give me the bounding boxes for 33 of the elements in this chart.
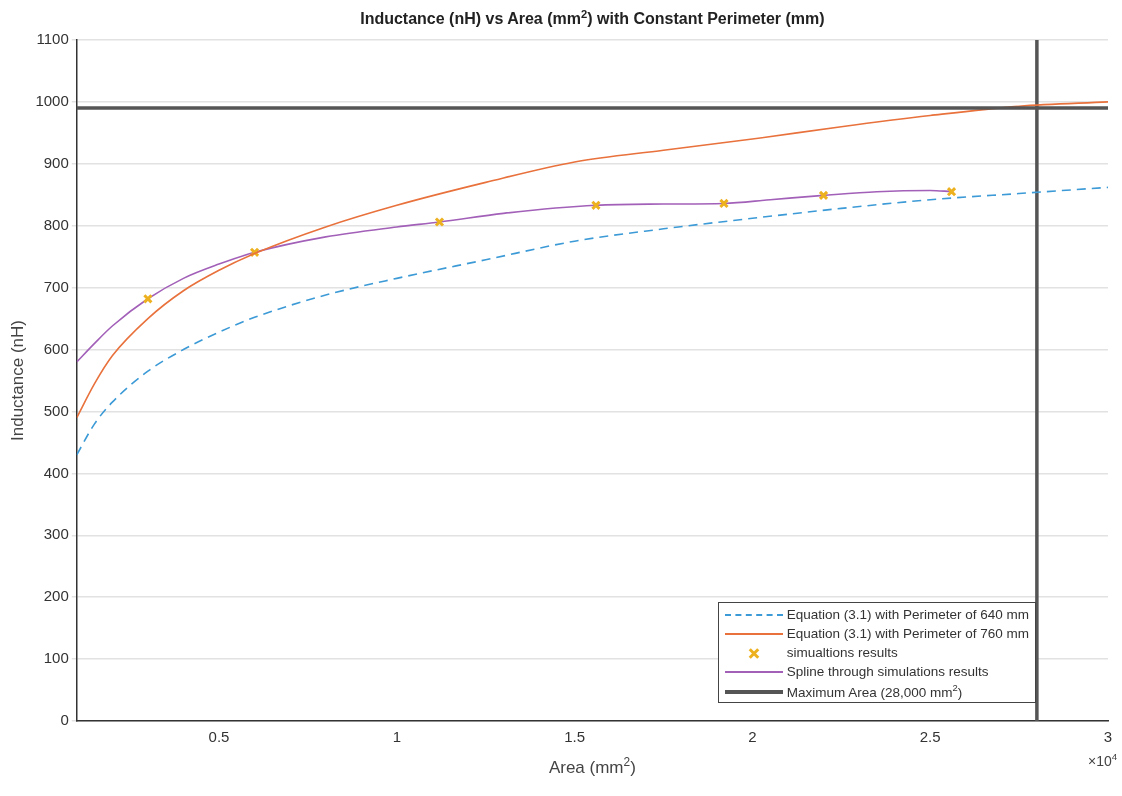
y-tick-label: 1100: [36, 30, 69, 48]
y-tick-label: 1000: [35, 92, 69, 110]
y-tick-label: 400: [43, 463, 69, 481]
x-tick-label: 1.5: [564, 728, 586, 746]
y-tick-label: 700: [43, 277, 69, 295]
legend-label: simualtions results: [786, 645, 898, 660]
y-tick-label: 600: [43, 339, 69, 357]
point: [590, 200, 601, 211]
y-tick-label: 900: [43, 153, 69, 171]
y-tick-label: 0: [60, 711, 69, 729]
x-tick-label: 2: [748, 728, 757, 746]
point: [818, 190, 829, 201]
legend-label: Spline through simulations results: [786, 664, 989, 679]
point: [142, 293, 153, 304]
y-tick-label: 100: [43, 649, 69, 667]
x-tick-label: 0.5: [208, 728, 230, 746]
legend-label: Maximum Area (28,000 mm$^{2}$): [786, 681, 963, 700]
point: [946, 186, 957, 197]
y-tick-label: 500: [43, 401, 69, 419]
x-tick-label: 1: [392, 728, 401, 746]
x-tick-label: 3: [1103, 728, 1113, 746]
x-axis-title: Area (mm$^{2}$): [548, 755, 636, 778]
point: [718, 198, 729, 209]
y-tick-label: 200: [43, 587, 69, 605]
legend-label: Equation (3.1) with Perimeter of 640 mm: [786, 607, 1029, 622]
y-tick-label: 800: [43, 215, 69, 233]
legend-label: Equation (3.1) with Perimeter of 760 mm: [786, 626, 1029, 641]
y-axis-title: Inductance (nH): [7, 320, 27, 441]
y-tick-label: 300: [43, 525, 69, 543]
chart-title: Inductance (nH) vs Area (mm$^{2}$) with Constant Perimeter (mm): [360, 8, 825, 29]
point: [434, 216, 445, 228]
text: ×10$^{4}$: [1088, 751, 1118, 769]
x-tick-label: 2.5: [919, 728, 941, 746]
